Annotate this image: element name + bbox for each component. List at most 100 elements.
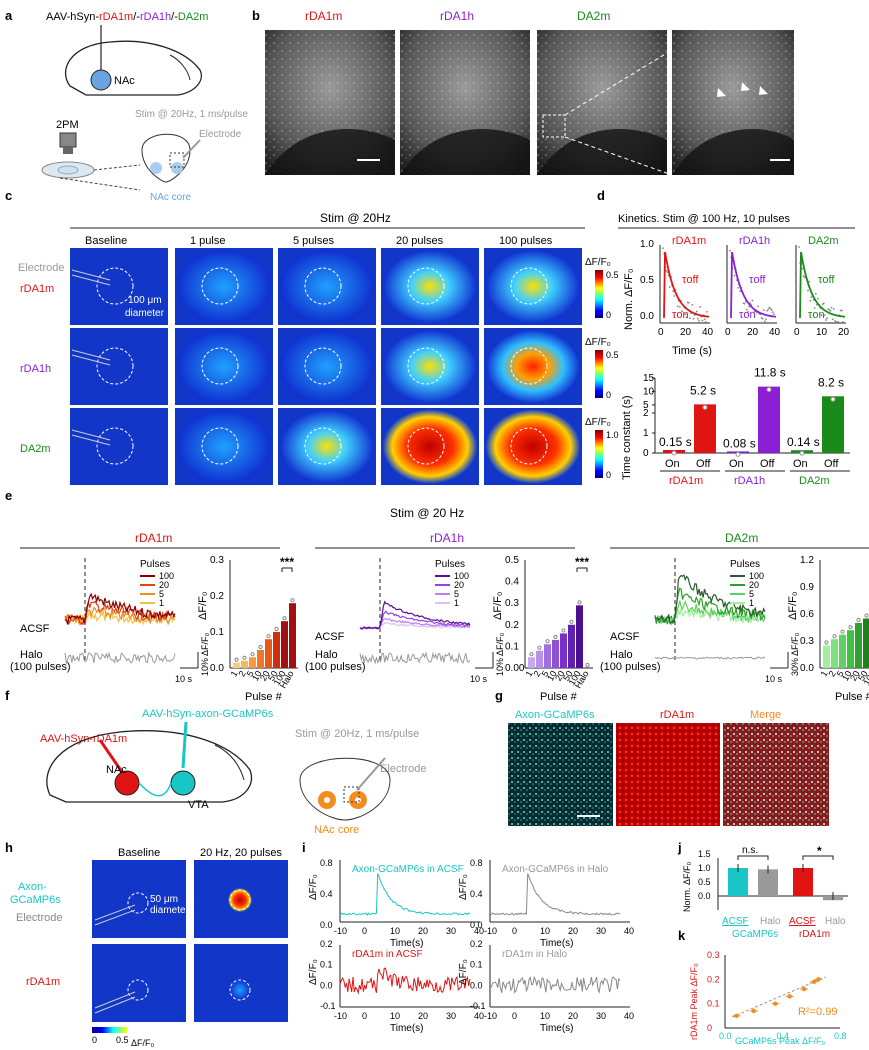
e-bar <box>823 645 830 668</box>
k-ylabel: rDA1m Peak ΔF/F₀ <box>689 963 699 1040</box>
c-heatmap-cell <box>70 248 168 325</box>
d-bar-xlabel: Off <box>824 458 839 470</box>
d-fit-curve <box>663 251 710 319</box>
d-point <box>678 306 681 308</box>
d-bar-xlabel: Off <box>760 458 775 470</box>
e-bar <box>855 623 862 668</box>
j-bar <box>793 868 813 896</box>
k-point <box>751 1008 756 1014</box>
svg-text:NAc: NAc <box>106 764 127 776</box>
e-bar-ytick: 0.9 <box>800 582 814 593</box>
e-bar <box>839 634 846 668</box>
i-xtick: 0 <box>362 1011 367 1021</box>
c-electrode-line <box>71 349 111 361</box>
e-bar <box>831 639 838 668</box>
e-bar <box>536 650 543 668</box>
e-bar-point <box>864 613 869 618</box>
c-roi-circle <box>407 267 445 305</box>
d-point <box>672 290 675 293</box>
d-bar <box>822 396 844 453</box>
svg-text:b: b <box>252 8 260 23</box>
e-bar-point <box>561 628 566 633</box>
arrowhead-2 <box>741 82 750 91</box>
d-bar-xlabel: On <box>793 458 808 470</box>
d-bar-xlabel: Off <box>696 458 711 470</box>
c-row-label: rDA1h <box>20 363 51 375</box>
i-xtick: 30 <box>596 1011 606 1021</box>
e-legend-label: 5 <box>749 589 754 599</box>
j-star: * <box>817 844 822 858</box>
svg-text:h: h <box>5 840 13 855</box>
panel-a: a AAV-hSyn-rDA1m/-rDA1h/-DA2m NAc 2PM St… <box>5 8 248 203</box>
i-ytick: 0.8 <box>320 858 333 868</box>
e-bar-point <box>258 644 263 650</box>
i-title: rDA1m in Halo <box>502 949 567 960</box>
d-point <box>813 307 816 309</box>
e-trace <box>64 592 176 625</box>
i-ytick: 0.1 <box>320 960 333 970</box>
i-xtick: -10 <box>484 926 497 936</box>
d-fit-curve <box>730 251 777 319</box>
d-point <box>771 311 774 314</box>
j-acsf2: ACSF <box>789 916 816 927</box>
e-bar-xtick: 20 <box>258 669 272 683</box>
h-img-3 <box>92 944 186 1022</box>
e-acsf-label: ACSF <box>610 631 640 643</box>
j-ytick: 1.5 <box>698 849 711 859</box>
f-rda-construct: AAV-hSyn-rDA1m <box>40 733 127 745</box>
d-ytick: 0.0 <box>640 311 654 322</box>
k-ytick: 0.3 <box>707 950 720 960</box>
panel-j: j 1.5 1.0 0.5 0.0 Norm. ΔF/F₀ n.s. * ACSF Halo AC… <box>677 840 848 940</box>
d-point <box>830 306 833 309</box>
d-group-label: rDA1h <box>734 475 765 487</box>
e-halo-label2: (100 pulses) <box>305 661 366 673</box>
e-legend-label: 1 <box>749 598 754 608</box>
svg-text:g: g <box>495 688 503 703</box>
svg-text:VTA: VTA <box>188 799 209 811</box>
e-legend-label: 5 <box>454 589 459 599</box>
d-ton: τon <box>739 309 756 321</box>
b-label-rDA1h: rDA1h <box>440 9 474 23</box>
c-activity <box>485 249 581 324</box>
k-point <box>787 994 792 999</box>
e-legend-label: 100 <box>749 571 764 581</box>
i-ytick: 0.2 <box>470 939 483 949</box>
k-xlabel: GCaMP6s Peak ΔF/F₀ <box>735 1036 826 1046</box>
i-trace <box>339 873 471 916</box>
c-cbar-label: ΔF/F₀ <box>585 257 611 268</box>
b-dark-region <box>400 129 530 175</box>
c-roi-circle <box>96 267 134 305</box>
d-point <box>665 269 668 272</box>
e-bar-ytick: 0.2 <box>505 620 519 631</box>
d-bar-value: 0.15 s <box>659 435 692 449</box>
d-point <box>817 297 820 300</box>
c-electrode-line <box>71 274 111 286</box>
d-point <box>763 320 766 323</box>
d-point <box>704 321 707 323</box>
svg-text:20 Hz, 20 pulses: 20 Hz, 20 pulses <box>200 847 282 859</box>
e-scale-y-label: 10% ΔF/F₀ <box>495 632 505 676</box>
i-ytick: 0.8 <box>470 858 483 868</box>
b-dark-region <box>265 129 395 175</box>
d-point <box>823 314 826 317</box>
i-ylabel: ΔF/F₀ <box>458 959 469 985</box>
e-halo-label: Halo <box>20 649 43 661</box>
e-bar-ytick: 0.2 <box>210 591 224 602</box>
i-xtick: 30 <box>446 1011 456 1021</box>
e-bar <box>560 633 567 668</box>
c-colorbar <box>595 430 603 478</box>
e-halo-label: Halo <box>315 649 338 661</box>
d-point <box>814 292 817 295</box>
e-legend-label: 20 <box>454 580 464 590</box>
d-sensor-title: rDA1h <box>739 235 770 247</box>
i-trace <box>489 873 621 916</box>
e-bar-point <box>585 662 590 668</box>
c-roi-circle <box>510 347 548 385</box>
svg-text:NAc core: NAc core <box>314 824 359 836</box>
d-ylabel: Norm. ΔF/F₀ <box>623 269 635 330</box>
svg-text:c: c <box>5 188 12 203</box>
e-halo-label2: (100 pulses) <box>10 661 71 673</box>
c-activity <box>382 409 478 484</box>
d-point <box>747 310 749 313</box>
e-legend-label: 20 <box>159 580 169 590</box>
